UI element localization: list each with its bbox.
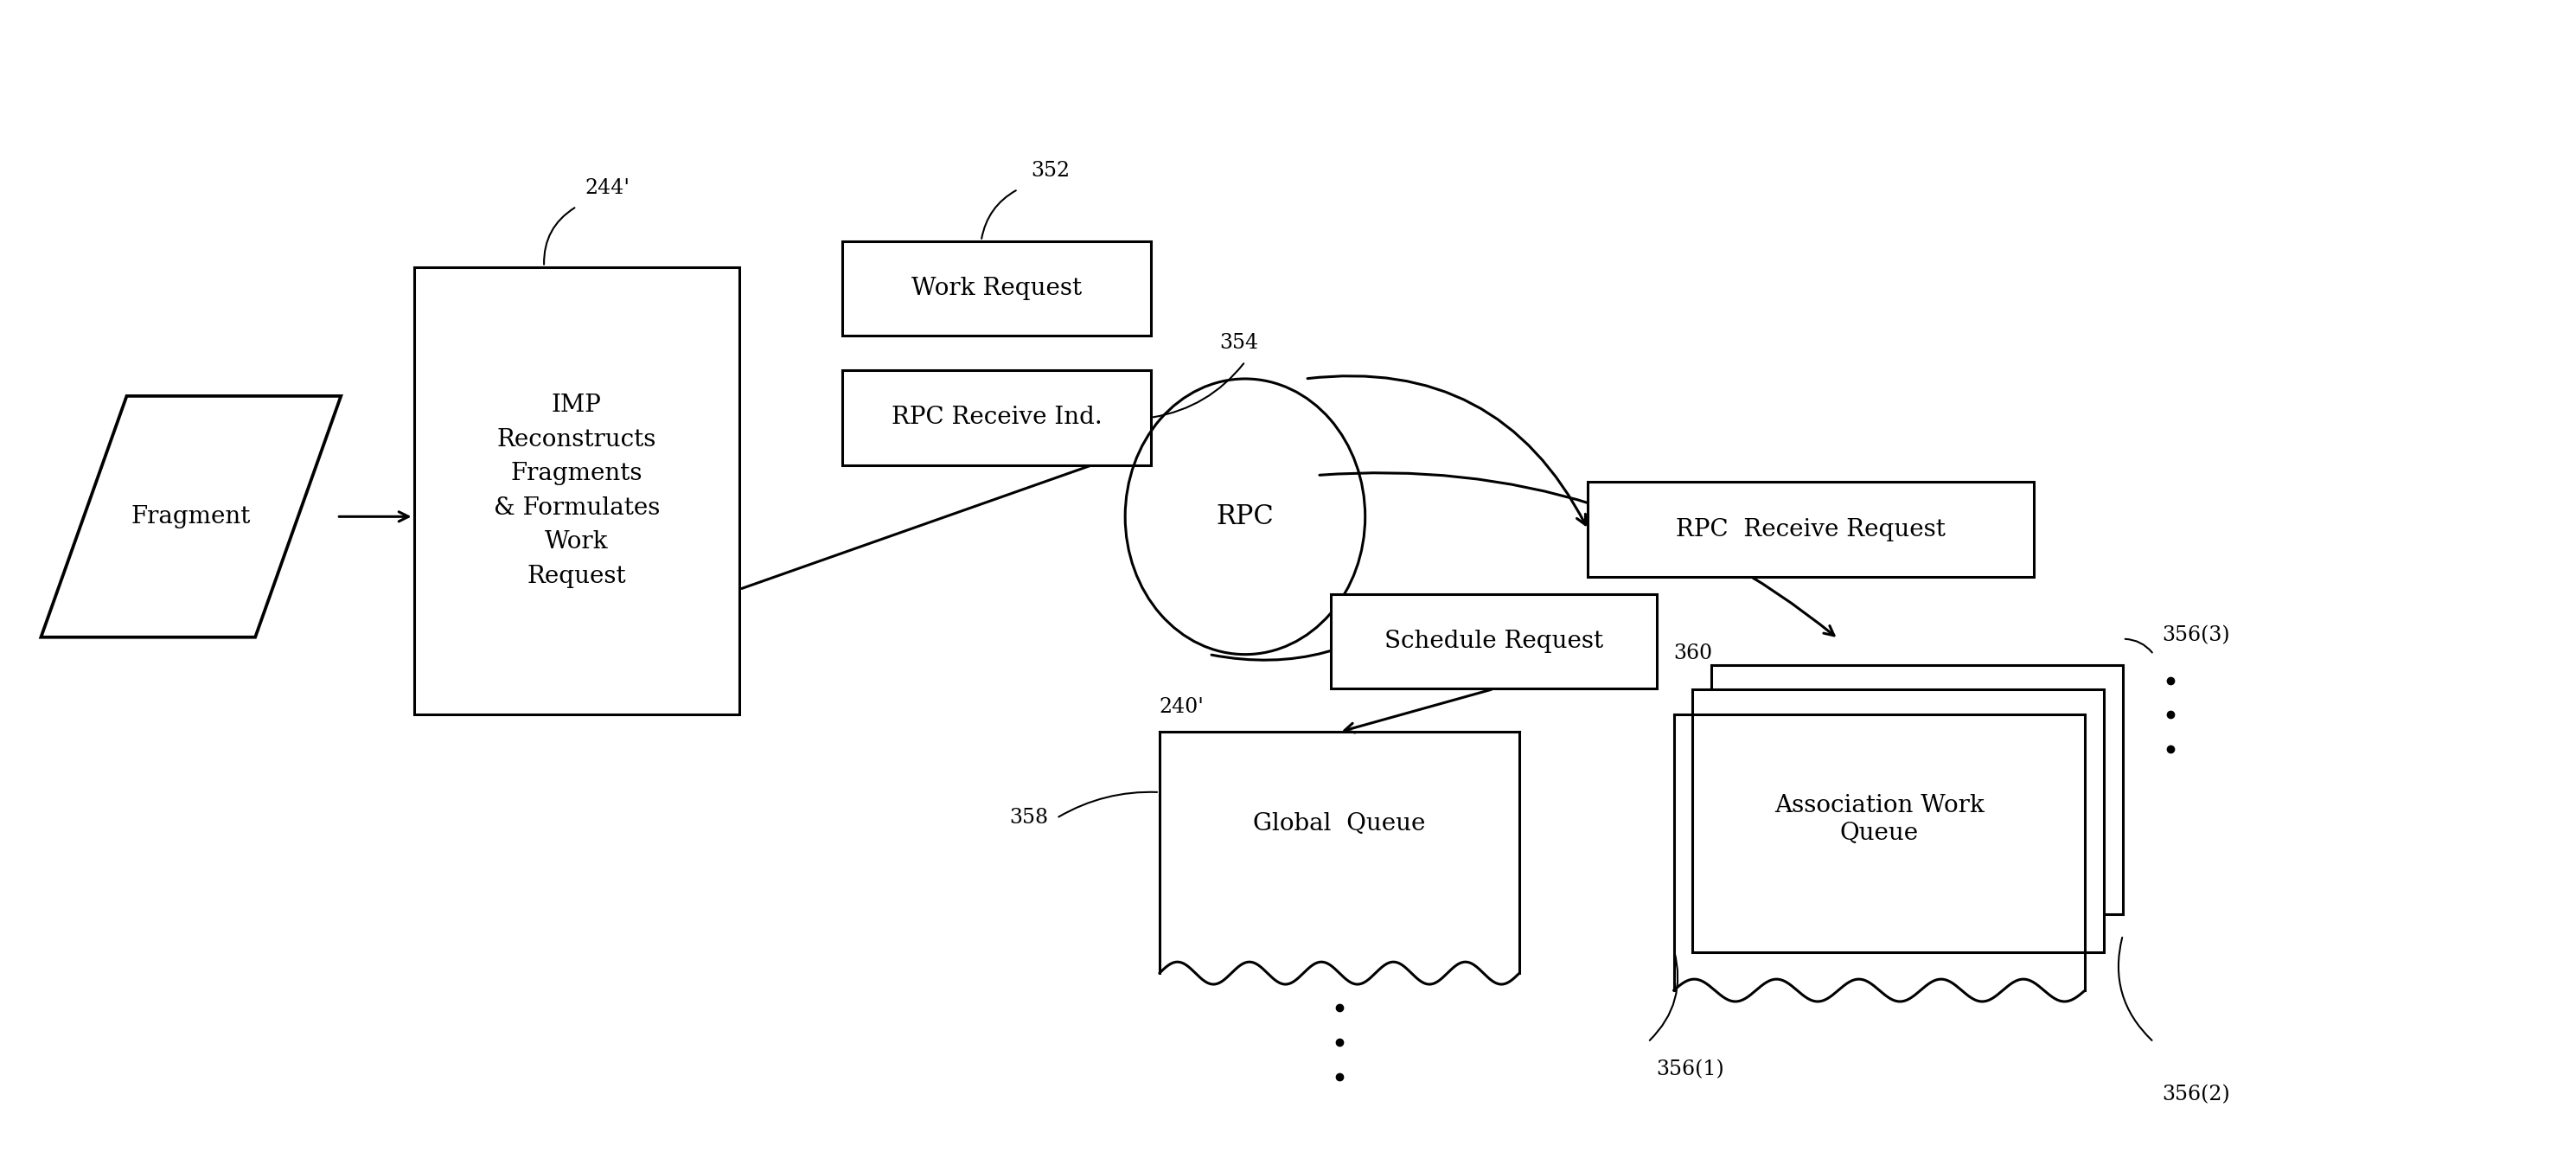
Text: IMP
Reconstructs
Fragments
& Formulates
Work
Request: IMP Reconstructs Fragments & Formulates … <box>495 394 659 588</box>
Text: 352: 352 <box>1030 161 1069 181</box>
Bar <box>1692 690 2105 953</box>
Text: Work Request: Work Request <box>912 276 1082 301</box>
Text: Association Work
Queue: Association Work Queue <box>1775 795 1984 845</box>
Text: 354: 354 <box>1218 333 1260 353</box>
Text: 244': 244' <box>585 178 631 198</box>
Bar <box>415 267 739 714</box>
Text: 358: 358 <box>1010 809 1048 828</box>
Text: Fragment: Fragment <box>131 504 250 528</box>
Bar <box>842 241 1151 336</box>
Text: 240': 240' <box>1159 698 1206 718</box>
Text: 360: 360 <box>1674 643 1713 663</box>
Text: Global  Queue: Global Queue <box>1252 812 1425 835</box>
Text: RPC Receive Ind.: RPC Receive Ind. <box>891 405 1103 429</box>
Text: RPC: RPC <box>1216 503 1275 530</box>
Bar <box>842 370 1151 465</box>
Text: 356(2): 356(2) <box>2161 1085 2231 1104</box>
Text: RPC  Receive Request: RPC Receive Request <box>1677 518 1945 542</box>
Text: 356(1): 356(1) <box>1656 1059 1726 1079</box>
Bar <box>1710 665 2123 915</box>
Text: 356(3): 356(3) <box>2161 626 2231 645</box>
Text: Schedule Request: Schedule Request <box>1383 630 1602 654</box>
Bar <box>1332 594 1656 689</box>
Bar <box>1587 482 2032 577</box>
